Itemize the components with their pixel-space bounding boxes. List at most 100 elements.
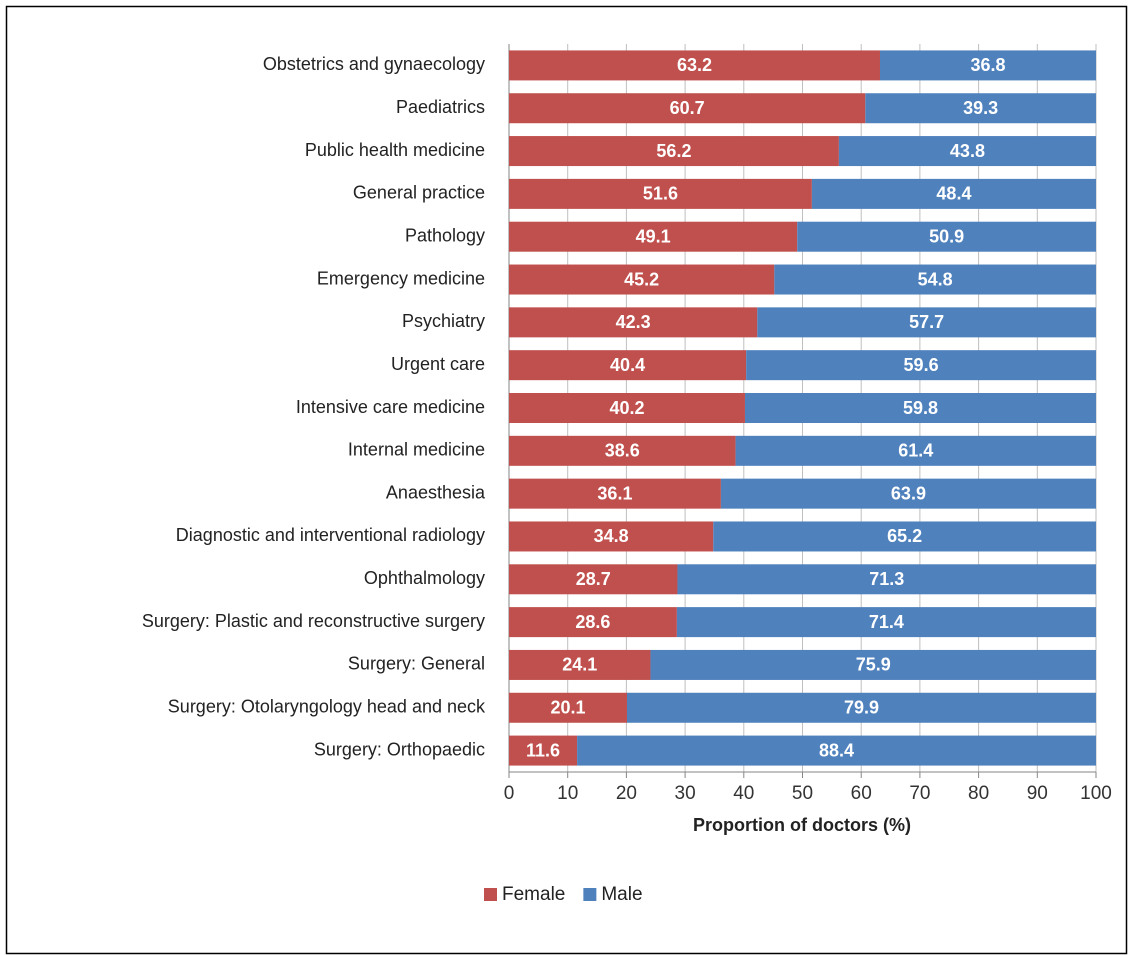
data-label: 28.6 — [575, 612, 610, 632]
data-label: 59.6 — [904, 355, 939, 375]
legend-label: Male — [601, 884, 642, 905]
x-tick-label: 60 — [851, 783, 872, 804]
y-tick-label: Intensive care medicine — [296, 397, 485, 417]
data-label: 57.7 — [909, 312, 944, 332]
bar-segment — [509, 307, 758, 338]
data-label: 42.3 — [616, 312, 651, 332]
bar-segment — [735, 435, 1096, 466]
y-tick-label: Urgent care — [391, 354, 485, 374]
bar-segment — [838, 136, 1096, 167]
bar-segment — [509, 478, 721, 509]
bar-segment — [509, 435, 736, 466]
bar-segment — [744, 393, 1096, 423]
bar-segment — [509, 692, 627, 723]
data-label: 63.2 — [677, 55, 712, 75]
legend-swatch — [583, 888, 597, 901]
x-tick-label: 100 — [1080, 783, 1112, 804]
y-tick-label: Surgery: General — [348, 654, 485, 674]
bar-segment — [509, 136, 839, 167]
bar-segment — [650, 649, 1096, 680]
data-label: 65.2 — [887, 526, 922, 546]
legend-label: Female — [502, 884, 565, 905]
bar-segment — [509, 607, 677, 638]
data-label: 20.1 — [550, 698, 585, 718]
bar-segment — [713, 521, 1096, 552]
data-label: 45.2 — [624, 269, 659, 289]
y-tick-label: Diagnostic and interventional radiology — [176, 525, 485, 545]
data-label: 60.7 — [670, 98, 705, 118]
y-tick-label: Ophthalmology — [364, 568, 485, 588]
bar-segment — [509, 735, 578, 766]
y-tick-label: Psychiatry — [402, 311, 485, 331]
bar-segment — [509, 564, 678, 595]
y-tick-label: General practice — [353, 183, 485, 203]
x-tick-label: 0 — [504, 783, 515, 804]
data-label: 36.1 — [597, 483, 632, 503]
data-label: 71.4 — [869, 612, 904, 632]
y-tick-label: Pathology — [405, 225, 485, 245]
data-label: 11.6 — [526, 740, 560, 760]
y-tick-label: Paediatrics — [396, 97, 485, 117]
data-label: 40.4 — [610, 355, 645, 375]
bar-segment — [509, 93, 866, 124]
y-tick-label: Public health medicine — [305, 140, 485, 160]
data-label: 56.2 — [656, 141, 691, 161]
bar-segment — [797, 221, 1096, 252]
data-label: 79.9 — [844, 698, 879, 718]
data-label: 54.8 — [918, 269, 953, 289]
data-label: 49.1 — [636, 226, 671, 246]
bar-segment — [676, 607, 1096, 638]
data-label: 43.8 — [950, 141, 985, 161]
bar-segment — [577, 735, 1096, 766]
data-label: 61.4 — [898, 441, 933, 461]
data-label: 36.8 — [970, 55, 1005, 75]
y-tick-label: Emergency medicine — [317, 268, 485, 288]
bar-segment — [720, 478, 1096, 509]
legend-swatch — [484, 888, 497, 901]
bar-segment — [509, 221, 798, 252]
data-label: 39.3 — [963, 98, 998, 118]
y-tick-label: Anaesthesia — [386, 482, 486, 502]
y-tick-label: Surgery: Orthopaedic — [314, 739, 485, 759]
data-label: 50.9 — [929, 226, 964, 246]
x-tick-label: 40 — [733, 783, 754, 804]
x-tick-label: 20 — [616, 783, 637, 804]
x-tick-label: 30 — [675, 783, 696, 804]
bar-segment — [509, 178, 812, 209]
data-label: 51.6 — [643, 184, 678, 204]
y-tick-label: Obstetrics and gynaecology — [263, 54, 485, 74]
data-label: 71.3 — [869, 569, 904, 589]
bar-segment — [757, 307, 1096, 338]
data-label: 75.9 — [856, 655, 891, 675]
bar-segment — [774, 264, 1096, 295]
y-tick-label: Internal medicine — [348, 440, 485, 460]
y-tick-label: Surgery: Otolaryngology head and neck — [168, 697, 486, 717]
bar-segment — [509, 649, 651, 680]
x-tick-label: 10 — [557, 783, 578, 804]
bar-segment — [509, 264, 775, 295]
data-label: 38.6 — [605, 441, 640, 461]
bar-segment — [509, 393, 745, 423]
bar-segment — [509, 350, 747, 381]
data-label: 24.1 — [562, 655, 597, 675]
data-label: 34.8 — [594, 526, 629, 546]
bar-segment — [509, 50, 880, 81]
x-tick-label: 70 — [909, 783, 930, 804]
data-label: 40.2 — [609, 398, 644, 418]
bar-segment — [865, 93, 1096, 124]
bar-segment — [879, 50, 1096, 81]
x-axis-title: Proportion of doctors (%) — [693, 815, 911, 835]
x-tick-label: 50 — [792, 783, 813, 804]
data-label: 59.8 — [903, 398, 938, 418]
data-label: 63.9 — [891, 483, 926, 503]
x-tick-label: 80 — [968, 783, 989, 804]
x-tick-label: 90 — [1027, 783, 1048, 804]
data-label: 48.4 — [936, 184, 971, 204]
data-label: 28.7 — [576, 569, 611, 589]
bar-segment — [677, 564, 1096, 595]
bar-segment — [626, 692, 1096, 723]
data-label: 88.4 — [819, 740, 854, 760]
bar-segment — [509, 521, 714, 552]
bar-segment — [746, 350, 1096, 381]
